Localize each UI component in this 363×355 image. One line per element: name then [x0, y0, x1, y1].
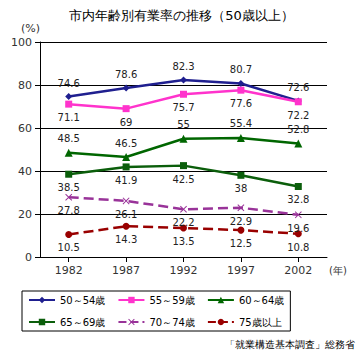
svg-text:10.8: 10.8 [287, 242, 309, 253]
svg-text:65～69歳: 65～69歳 [60, 317, 105, 328]
svg-text:1982: 1982 [55, 264, 83, 277]
svg-text:26.1: 26.1 [115, 209, 137, 220]
svg-text:市内年齢別有業率の推移（50歳以上）: 市内年齢別有業率の推移（50歳以上） [69, 8, 294, 23]
svg-text:75.7: 75.7 [172, 102, 194, 113]
svg-text:22.9: 22.9 [230, 216, 252, 227]
svg-text:38: 38 [235, 183, 248, 194]
svg-text:1992: 1992 [170, 264, 198, 277]
svg-text:19.6: 19.6 [287, 223, 309, 234]
svg-text:20: 20 [18, 208, 32, 221]
svg-text:100: 100 [11, 36, 32, 49]
svg-text:52.8: 52.8 [287, 124, 309, 135]
svg-text:60: 60 [18, 122, 32, 135]
svg-text:50～54歳: 50～54歳 [60, 295, 105, 306]
svg-text:「就業構造基本調査」総務省: 「就業構造基本調査」総務省 [225, 339, 355, 350]
svg-text:77.6: 77.6 [230, 98, 252, 109]
svg-text:82.3: 82.3 [172, 61, 194, 72]
svg-text:32.8: 32.8 [287, 194, 309, 205]
svg-text:72.6: 72.6 [287, 82, 309, 93]
svg-text:(%): (%) [21, 22, 40, 35]
svg-text:2002: 2002 [284, 264, 312, 277]
svg-text:42.5: 42.5 [172, 174, 194, 185]
svg-text:55.4: 55.4 [230, 118, 252, 129]
svg-text:27.8: 27.8 [58, 205, 80, 216]
svg-text:78.6: 78.6 [115, 69, 137, 80]
svg-text:46.5: 46.5 [115, 138, 137, 149]
svg-text:72.2: 72.2 [287, 110, 309, 121]
svg-text:74.6: 74.6 [58, 78, 80, 89]
svg-text:55～59歳: 55～59歳 [149, 295, 194, 306]
svg-text:12.5: 12.5 [230, 238, 252, 249]
svg-text:80.7: 80.7 [230, 64, 252, 75]
svg-text:1987: 1987 [112, 264, 140, 277]
svg-text:75歳以上: 75歳以上 [239, 317, 282, 328]
svg-text:60～64歳: 60～64歳 [239, 295, 284, 306]
svg-text:38.5: 38.5 [58, 182, 80, 193]
svg-text:1997: 1997 [227, 264, 255, 277]
svg-text:40: 40 [18, 165, 32, 178]
svg-text:0: 0 [25, 251, 32, 264]
svg-text:48.5: 48.5 [58, 133, 80, 144]
svg-text:10.5: 10.5 [58, 242, 80, 253]
svg-text:70～74歳: 70～74歳 [149, 317, 194, 328]
svg-text:69: 69 [120, 117, 133, 128]
svg-text:13.5: 13.5 [172, 236, 194, 247]
svg-text:(年): (年) [329, 265, 347, 276]
svg-text:55: 55 [177, 119, 190, 130]
svg-text:22.2: 22.2 [172, 217, 194, 228]
svg-text:71.1: 71.1 [58, 112, 80, 123]
svg-text:14.3: 14.3 [115, 234, 137, 245]
svg-text:41.9: 41.9 [115, 175, 137, 186]
svg-text:80: 80 [18, 79, 32, 92]
